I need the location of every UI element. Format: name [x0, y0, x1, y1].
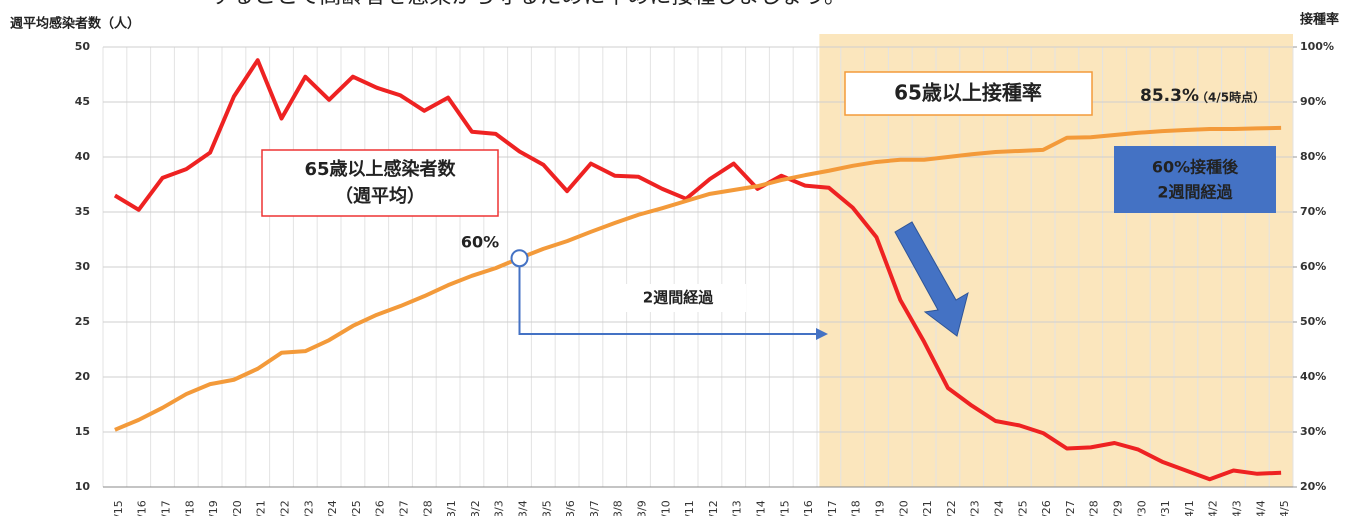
trend-arrow	[894, 221, 969, 337]
x-tick-label: /22	[945, 500, 958, 516]
x-tick-label: /15	[778, 500, 791, 516]
x-tick-label: 4/2	[1207, 500, 1220, 516]
final-rate: 85.3%	[1140, 86, 1199, 106]
x-tick-label: /16	[802, 500, 815, 516]
y-tick-label: 35	[75, 205, 90, 218]
x-tick-label: /21	[255, 500, 268, 516]
x-tick-label: /29	[1112, 500, 1125, 516]
x-tick-label: 4/5	[1278, 500, 1291, 516]
x-tick-label: /26	[1040, 500, 1053, 516]
x-tick-label: /25	[1016, 500, 1029, 516]
highlight-point	[510, 249, 529, 268]
x-tick-label: /17	[826, 500, 839, 516]
x-tick-label: /18	[183, 500, 196, 516]
y-tick-label: 15	[75, 425, 90, 438]
y-tick-label: 10	[75, 480, 91, 493]
x-tick-label: /19	[207, 500, 220, 516]
x-tick-label: /24	[993, 500, 1006, 516]
y2-tick-label: 100%	[1300, 40, 1334, 53]
y2-tick-label: 70%	[1300, 205, 1326, 218]
data-line	[113, 58, 1282, 482]
x-tick-label: /11	[683, 500, 696, 516]
y-tick-label: 45	[75, 95, 90, 108]
x-tick-label: /22	[279, 500, 292, 516]
x-tick-label: /14	[755, 500, 768, 516]
x-tick-label: /27	[1064, 500, 1077, 516]
rate-box	[844, 71, 1093, 116]
x-tick-label: /10	[659, 500, 672, 516]
x-tick-label: 3/3	[493, 500, 506, 516]
x-tick-label: 3/5	[540, 500, 553, 516]
final-rate-note: （4/5時点）	[1196, 90, 1265, 105]
x-tick-label: /30	[1135, 500, 1148, 516]
y2-tick-label: 20%	[1300, 480, 1326, 493]
x-tick-label: 3/6	[564, 500, 577, 516]
x-tick-label: /31	[1159, 500, 1172, 516]
x-tick-label: 4/4	[1254, 500, 1267, 516]
x-tick-label: /28	[1088, 500, 1101, 516]
y2-tick-label: 80%	[1300, 150, 1326, 163]
x-tick-label: /19	[874, 500, 887, 516]
after-box-line: 60%接種後	[1152, 158, 1239, 177]
x-tick-label: /21	[921, 500, 934, 516]
top-text: することで高齢者を感染から守るために早めに接種しましょう。	[210, 0, 846, 9]
x-tick-label: /20	[897, 500, 910, 516]
x-tick-label: /25	[350, 500, 363, 516]
elapsed-arrow	[518, 258, 820, 335]
y-tick-label: 50	[75, 40, 91, 53]
x-tick-label: /26	[374, 500, 387, 516]
arrow-label: 2週間経過	[643, 289, 714, 307]
x-tick-label: /13	[731, 500, 744, 516]
x-tick-label: 4/1	[1183, 500, 1196, 516]
x-tick-label: /12	[707, 500, 720, 516]
x-tick-label: /17	[160, 500, 173, 516]
y2-tick-label: 90%	[1300, 95, 1326, 108]
infected-box	[261, 149, 499, 217]
arrow-head	[816, 328, 828, 340]
y-tick-label: 20	[75, 370, 91, 383]
point-label: 60%	[461, 233, 499, 252]
x-tick-label: /27	[398, 500, 411, 516]
y2-tick-label: 50%	[1300, 315, 1326, 328]
y-tick-label: 25	[75, 315, 90, 328]
x-tick-label: 3/8	[612, 500, 625, 516]
x-tick-label: 3/1	[445, 500, 458, 516]
rate-box-text: 65歳以上接種率	[894, 81, 1042, 105]
y2-tick-label: 60%	[1300, 260, 1326, 273]
x-tick-label: /18	[850, 500, 863, 516]
y-tick-label: 30	[75, 260, 91, 273]
x-tick-label: /23	[302, 500, 315, 516]
label-bg	[610, 284, 746, 312]
x-tick-label: 4/3	[1231, 500, 1244, 516]
y2-axis-label: 接種率	[1300, 12, 1339, 28]
y-axis-label: 週平均感染者数（人）	[10, 16, 140, 32]
y-tick-label: 40	[75, 150, 91, 163]
x-tick-label: /15	[112, 500, 125, 516]
after-box	[1114, 146, 1276, 213]
x-tick-label: /24	[326, 500, 339, 516]
x-tick-label: /23	[969, 500, 982, 516]
x-tick-label: /16	[136, 500, 149, 516]
x-tick-label: 3/2	[469, 500, 482, 516]
y2-tick-label: 40%	[1300, 370, 1326, 383]
data-line	[114, 125, 1282, 432]
infected-box-line: 65歳以上感染者数	[304, 158, 456, 180]
infected-box-line: （週平均）	[335, 185, 425, 207]
x-tick-label: /28	[421, 500, 434, 516]
y2-tick-label: 30%	[1300, 425, 1326, 438]
x-tick-label: 3/4	[517, 500, 530, 516]
after-box-line: 2週間経過	[1157, 183, 1233, 202]
x-tick-label: /20	[231, 500, 244, 516]
x-tick-label: 3/9	[636, 500, 649, 516]
x-tick-label: 3/7	[588, 500, 601, 516]
